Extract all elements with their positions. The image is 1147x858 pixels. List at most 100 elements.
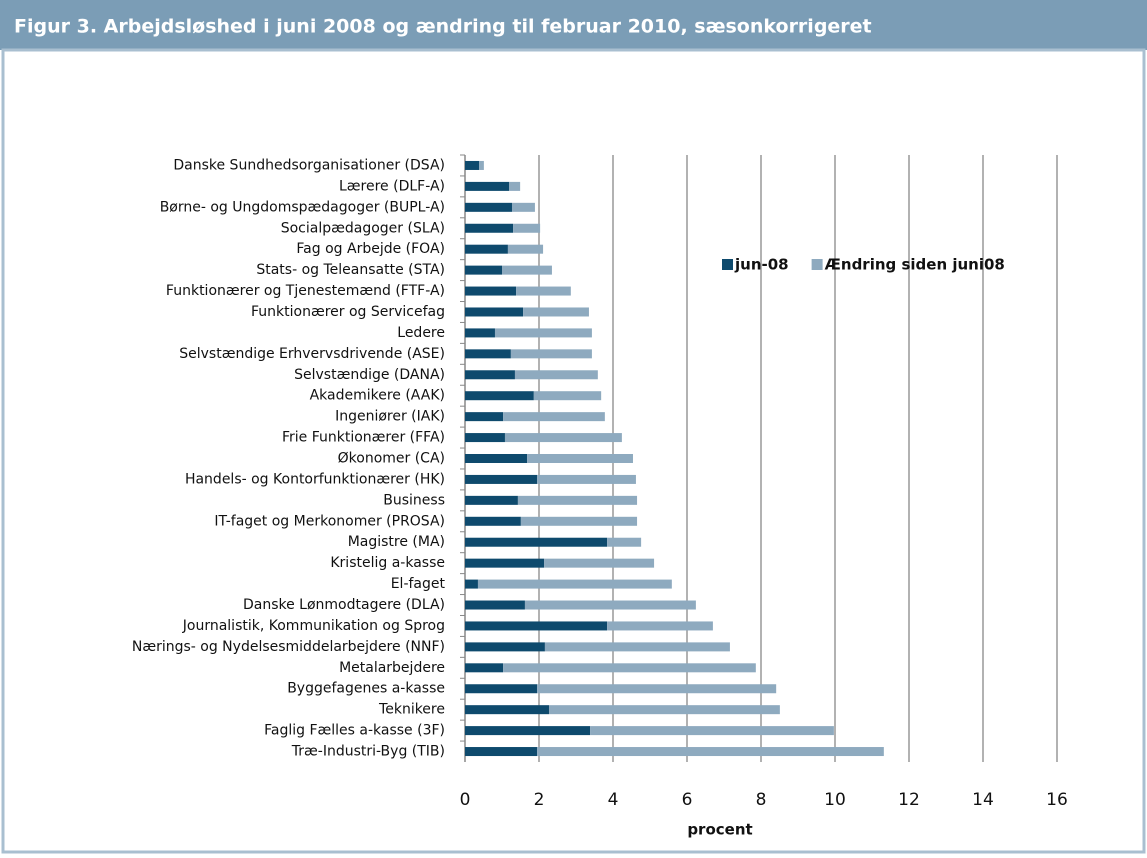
bar-segment [517, 495, 638, 505]
y-tick-label: Funktionærer og Servicefag [251, 304, 445, 320]
y-tick-label: Fag og Arbejde (FOA) [296, 241, 445, 257]
bar-segment [513, 223, 541, 233]
y-tick-label: Metalarbejdere [339, 660, 445, 676]
bar-segment [502, 265, 552, 275]
bar-segment [510, 349, 592, 359]
bar-segment [465, 244, 508, 254]
bar-segment [524, 600, 696, 610]
y-tick-label: Byggefagenes a-kasse [287, 681, 445, 697]
bar-segment [503, 663, 756, 673]
bar-segment [465, 454, 528, 463]
bar-segment [479, 160, 484, 170]
bar-segment [465, 474, 538, 484]
y-tick-label: Funktionærer og Tjenestemænd (FTF-A) [166, 283, 445, 299]
y-tick-label: Ledere [397, 325, 445, 341]
bar-segment [465, 223, 514, 233]
y-tick-label: El-faget [391, 576, 446, 592]
bar-segment [511, 202, 535, 212]
y-tick-label: Ingeniører (IAK) [335, 409, 445, 425]
bar-segment [465, 181, 510, 191]
bar-segment [465, 726, 591, 736]
bar-segment [527, 454, 633, 463]
x-tick-label: 14 [972, 790, 994, 810]
bar-segment [465, 684, 538, 694]
bar-segment [533, 391, 602, 401]
bar-segment [465, 370, 515, 380]
y-tick-label: Selvstændige (DANA) [294, 367, 445, 383]
y-tick-label: Business [383, 492, 445, 508]
bar-segment [465, 349, 511, 359]
y-tick-label: Faglig Fælles a-kasse (3F) [264, 723, 445, 739]
bar-segment [465, 433, 505, 443]
bar-segment [544, 642, 730, 652]
bar-segment [607, 621, 713, 631]
frame [1, 48, 1146, 854]
bar-segment [465, 621, 608, 631]
bar-segment [465, 202, 512, 212]
bar-segment [465, 160, 480, 170]
legend-swatch [811, 259, 823, 270]
legend-label: Ændring siden juni08 [825, 256, 1005, 274]
bar-segment [465, 412, 504, 422]
y-tick-label: Magistre (MA) [348, 534, 445, 550]
bar-segment [544, 558, 655, 568]
bar-segment [494, 328, 592, 338]
y-tick-label: Lærere (DLF-A) [339, 178, 445, 194]
y-tick-label: Nærings- og Nydelsesmiddelarbejdere (NNF… [132, 639, 445, 655]
y-tick-label: Frie Funktionærer (FFA) [282, 430, 445, 446]
x-tick-label: 6 [682, 790, 693, 810]
bar-segment [465, 495, 518, 505]
header-band [0, 0, 1147, 50]
bar-segment [465, 579, 478, 589]
bar-segment [537, 747, 884, 757]
y-tick-label: Børne- og Ungdomspædagoger (BUPL-A) [160, 199, 445, 215]
y-tick-label: Kristelig a-kasse [330, 555, 445, 571]
bar-segment [507, 244, 544, 254]
bar-segment [520, 516, 638, 526]
bar-segment [465, 663, 504, 673]
bar-segment [465, 328, 495, 338]
y-tick-label: Handels- og Kontorfunktionærer (HK) [185, 471, 445, 487]
chart-title: Figur 3. Arbejdsløshed i juni 2008 og æn… [14, 16, 872, 38]
bar-segment [465, 391, 534, 401]
y-tick-label: Socialpædagoger (SLA) [281, 220, 445, 236]
bar-segment [465, 516, 521, 526]
bar-segment [465, 558, 545, 568]
x-tick-label: 12 [898, 790, 920, 810]
bar-segment [477, 579, 672, 589]
x-tick-label: 8 [756, 790, 767, 810]
bar-segment [465, 537, 608, 547]
y-tick-label: Selvstændige Erhvervsdrivende (ASE) [179, 346, 445, 362]
bar-segment [465, 600, 525, 610]
y-tick-label: Teknikere [378, 702, 445, 718]
x-axis-label: procent [687, 821, 752, 839]
y-tick-label: Journalistik, Kommunikation og Sprog [182, 618, 445, 634]
x-tick-label: 2 [534, 790, 545, 810]
bar-segment [590, 726, 834, 736]
bar-segment [465, 265, 502, 275]
bar-segment [537, 474, 636, 484]
y-tick-label: Økonomer (CA) [338, 451, 445, 467]
legend-label: jun-08 [734, 256, 789, 274]
y-tick-label: IT-faget og Merkonomer (PROSA) [214, 513, 445, 529]
bar-segment [504, 433, 622, 443]
y-tick-label: Akademikere (AAK) [310, 388, 445, 404]
bar-segment [465, 286, 517, 296]
legend-swatch [722, 259, 733, 270]
x-tick-label: 16 [1046, 790, 1068, 810]
bar-segment [503, 412, 605, 422]
x-tick-label: 10 [824, 790, 846, 810]
bar-segment [514, 370, 598, 380]
bar-segment [523, 307, 589, 317]
y-tick-label: Træ-Industri-Byg (TIB) [291, 744, 445, 760]
y-tick-label: Stats- og Teleansatte (STA) [256, 262, 445, 278]
bar-segment [537, 684, 777, 694]
x-tick-label: 0 [460, 790, 471, 810]
bar-segment [465, 642, 545, 652]
y-tick-label: Danske Lønmodtagere (DLA) [243, 597, 445, 613]
bar-segment [465, 307, 524, 317]
bar-segment [548, 705, 780, 715]
bar-segment [465, 705, 549, 715]
x-tick-label: 4 [608, 790, 619, 810]
